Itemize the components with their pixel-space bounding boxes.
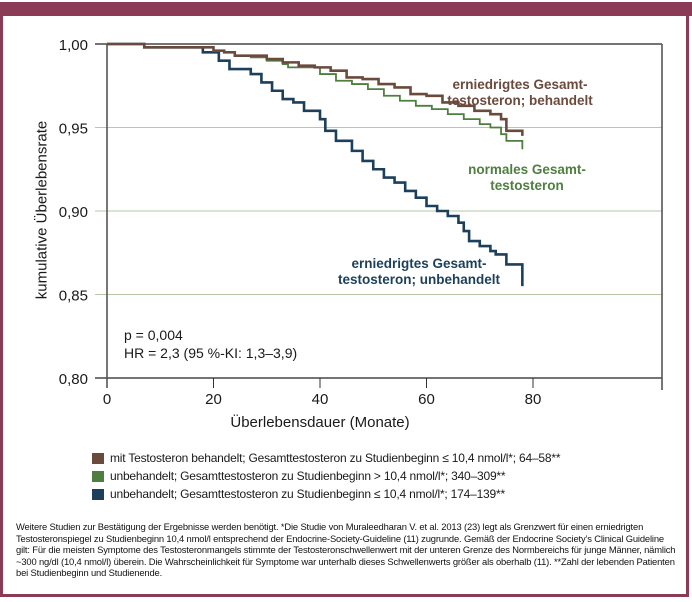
annotation-line: testosteron [490,178,564,193]
y-tick-label: 1,00 [59,37,88,54]
y-tick-label: 0,80 [59,371,88,388]
legend-item: unbehandelt; Gesamttestosteron zu Studie… [92,485,560,503]
x-tick-label: 0 [103,391,111,408]
legend-label: unbehandelt; Gesamttestosteron zu Studie… [110,487,505,501]
series-line-0 [107,42,524,136]
frame-border-left [0,16,3,597]
x-axis-label: Überlebensdauer (Monate) [230,414,410,431]
series-line-2 [107,42,524,287]
series-lines [107,42,524,287]
hazard-ratio: HR = 2,3 (95 %-KI: 1,3–3,9) [124,345,298,361]
x-tick-label: 60 [418,391,435,408]
tick-labels: 0,80 0,85 0,90 0,95 1,00 0 20 40 60 80 [59,37,542,408]
p-value: p = 0,004 [124,327,183,343]
header-bar [0,2,692,16]
legend: mit Testosteron behandelt; Gesamttestost… [92,449,561,503]
legend-label: mit Testosteron behandelt; Gesamttestost… [110,451,561,465]
annotation-normal: normales Gesamt- testosteron [468,162,586,194]
annotation-untreated-low: erniedrigtes Gesamt- testosteron; unbeha… [338,256,500,288]
axes [106,44,663,390]
legend-item: mit Testosteron behandelt; Gesamttestost… [92,449,561,467]
annotation-line: erniedrigtes Gesamt- [351,256,487,271]
x-tick-label: 20 [205,391,222,408]
annotation-line: testosteron; unbehandelt [337,272,501,287]
annotation-line: testosteron; behandelt [447,93,593,108]
frame-border-right [686,16,689,597]
y-tick-label: 0,85 [59,288,88,305]
annotation-line: normales Gesamt- [468,162,586,177]
y-tick-label: 0,95 [59,121,88,138]
annotation-line: erniedrigtes Gesamt- [452,77,588,92]
legend-swatch [92,470,104,482]
frame-border-bottom [0,594,689,597]
statistics-annotation: p = 0,004 HR = 2,3 (95 %-KI: 1,3–3,9) [124,326,297,362]
y-tick-label: 0,90 [59,204,88,221]
x-tick-label: 40 [312,391,329,408]
annotation-treated-low: erniedrigtes Gesamt- testosteron; behand… [447,77,593,109]
footnote: Weitere Studien zur Bestätigung der Erge… [16,521,676,579]
legend-swatch [92,452,104,464]
legend-label: unbehandelt; Gesamttestosteron zu Studie… [110,469,506,483]
legend-item: unbehandelt; Gesamttestosteron zu Studie… [92,467,560,485]
gridlines [95,43,662,379]
y-axis-label: kumulative Überlebensrate [33,120,51,300]
x-tick-label: 80 [525,391,542,408]
legend-swatch [92,488,104,500]
